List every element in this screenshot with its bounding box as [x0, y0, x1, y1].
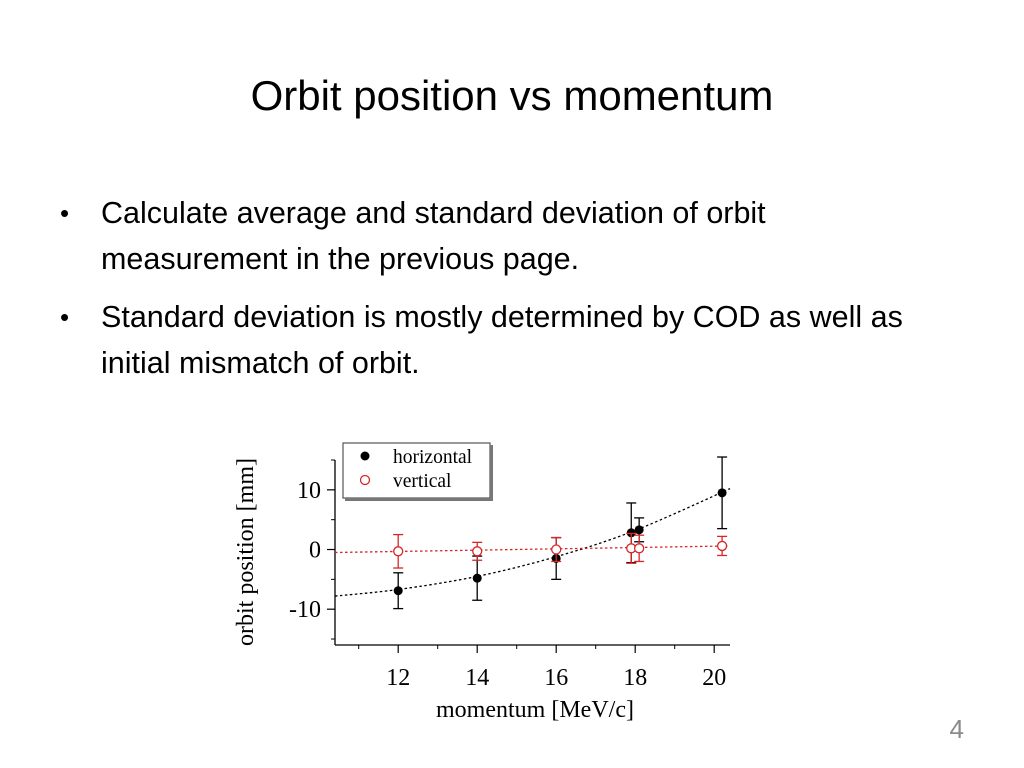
x-tick-label: 12: [386, 665, 410, 691]
data-point-horizontal: [393, 586, 403, 596]
bullet-text: Calculate average and standard deviation…: [101, 196, 766, 276]
data-point-vertical: [716, 540, 728, 552]
bullet-item: • Calculate average and standard deviati…: [60, 190, 960, 282]
legend-shadow-side: [490, 445, 493, 501]
legend-shadow: [345, 498, 492, 501]
legend: horizontal vertical: [342, 442, 493, 501]
bullet-text: Standard deviation is mostly determined …: [101, 300, 903, 380]
y-tick-label: -10: [289, 597, 321, 623]
data-point-vertical: [393, 546, 404, 557]
data-point-horizontal: [634, 525, 644, 535]
page-number: 4: [949, 714, 964, 744]
x-tick-label: 14: [465, 665, 489, 691]
legend-vertical-marker: [359, 474, 371, 486]
bullet-list: • Calculate average and standard deviati…: [60, 190, 960, 398]
data-points: [393, 456, 728, 610]
bullet-icon: •: [60, 198, 70, 228]
y-tick-label: 10: [297, 478, 321, 504]
x-tick-label: 20: [702, 665, 726, 691]
legend-vertical-label: vertical: [393, 471, 452, 492]
data-point-vertical: [472, 546, 483, 557]
y-tick-label: 0: [309, 538, 321, 564]
orbit-chart-svg: 12 14 16 18 20 10 0 -10 momentum [MeV/c] orbit …: [233, 442, 731, 723]
data-point-horizontal: [472, 573, 482, 583]
x-axis-label: momentum [MeV/c]: [436, 697, 634, 723]
slide-title: Orbit position vs momentum: [250, 72, 774, 119]
data-point-horizontal: [717, 488, 727, 498]
legend-horizontal-marker: [360, 451, 370, 461]
orbit-chart: 12 14 16 18 20 10 0 -10 momentum [MeV/c] orbit …: [225, 430, 745, 735]
legend-horizontal-label: horizontal: [393, 447, 473, 468]
bullet-item: • Standard deviation is mostly determine…: [60, 294, 960, 386]
ticks-layer: 12 14 16 18 20 10 0 -10: [289, 459, 726, 691]
x-tick-label: 18: [623, 665, 647, 691]
x-tick-label: 16: [544, 665, 568, 691]
fit-curve-horizontal: [334, 488, 731, 597]
bullet-icon: •: [60, 302, 70, 332]
data-point-vertical: [551, 544, 562, 555]
y-axis-label: orbit position [mm]: [233, 458, 259, 646]
data-point-vertical: [633, 543, 645, 554]
fit-curves: [334, 488, 731, 597]
